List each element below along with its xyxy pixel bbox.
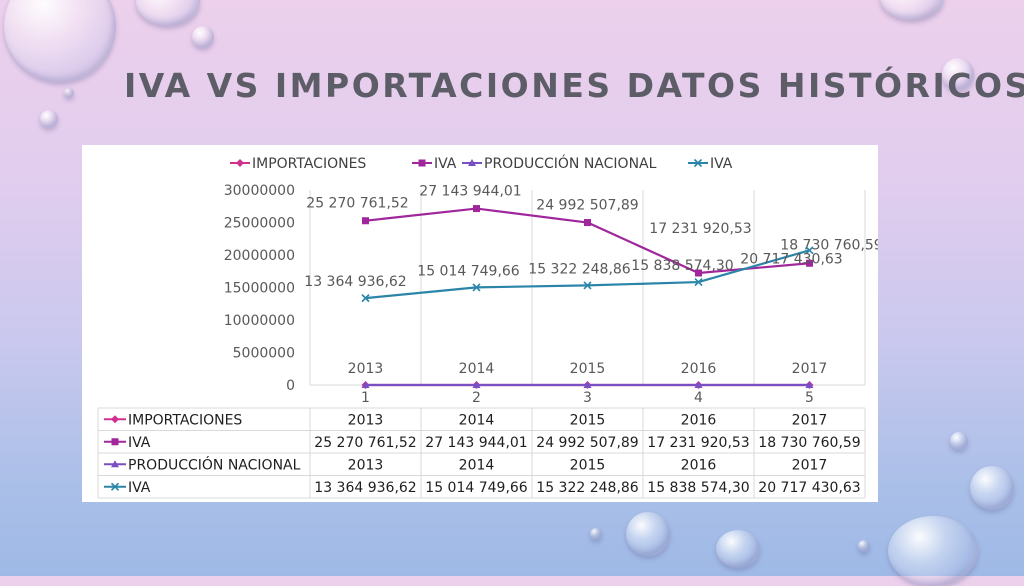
table-cell: 2015 <box>570 412 606 428</box>
table-cell: 2016 <box>681 412 717 428</box>
data-label: 2015 <box>570 361 606 377</box>
data-label: 2014 <box>459 361 495 377</box>
data-point <box>473 205 480 212</box>
table-row-label: IMPORTACIONES <box>128 412 242 428</box>
data-label: 20 717 430,63 <box>740 251 842 267</box>
table-cell: 20 717 430,63 <box>758 480 860 496</box>
table-row-label: IVA <box>128 435 151 451</box>
x-tick-label: 1 <box>361 390 370 406</box>
water-drop-decoration <box>880 0 944 20</box>
table-cell: 15 014 749,66 <box>425 480 528 496</box>
table-cell: 2013 <box>348 457 384 473</box>
data-label: 15 838 574,30 <box>631 258 733 274</box>
table-cell: 2017 <box>792 412 828 428</box>
table-cell: 15 838 574,30 <box>647 480 749 496</box>
data-label: 2016 <box>681 361 717 377</box>
x-tick-label: 4 <box>694 390 703 406</box>
y-tick-label: 10000000 <box>224 313 295 329</box>
table-cell: 25 270 761,52 <box>314 435 416 451</box>
water-drop-decoration <box>136 0 200 26</box>
table-row-label: IVA <box>128 480 151 496</box>
data-point <box>584 219 591 226</box>
y-tick-label: 0 <box>286 378 295 394</box>
y-tick-label: 30000000 <box>224 183 295 199</box>
table-cell: 2015 <box>570 457 606 473</box>
water-drop-decoration <box>970 466 1014 510</box>
water-drop-decoration <box>590 528 602 540</box>
data-point <box>362 217 369 224</box>
water-drop-decoration <box>716 530 760 568</box>
legend-marker <box>236 159 244 167</box>
data-label: 17 231 920,53 <box>649 221 751 237</box>
data-label: 25 270 761,52 <box>306 196 408 212</box>
y-tick-label: 15000000 <box>224 281 295 297</box>
y-tick-label: 5000000 <box>233 346 295 362</box>
x-tick-label: 5 <box>805 390 814 406</box>
table-legend-marker <box>111 415 119 423</box>
table-cell: 2014 <box>459 412 495 428</box>
data-label: 24 992 507,89 <box>536 198 638 214</box>
data-label: 15 014 749,66 <box>417 263 520 279</box>
legend-label: IVA <box>434 156 457 172</box>
data-label: 27 143 944,01 <box>419 184 521 200</box>
legend-label: PRODUCCIÓN NACIONAL <box>484 154 657 172</box>
legend-label: IMPORTACIONES <box>252 156 366 172</box>
table-cell: 17 231 920,53 <box>647 435 749 451</box>
table-cell: 2013 <box>348 412 384 428</box>
table-cell: 24 992 507,89 <box>536 435 638 451</box>
slide-title: IVA VS IMPORTACIONES DATOS HISTÓRICOS <box>124 66 1024 105</box>
x-tick-label: 3 <box>583 390 592 406</box>
table-cell: 15 322 248,86 <box>536 480 639 496</box>
table-cell: 27 143 944,01 <box>425 435 527 451</box>
x-tick-label: 2 <box>472 390 481 406</box>
table-row-label: PRODUCCIÓN NACIONAL <box>128 455 301 473</box>
y-tick-label: 25000000 <box>224 216 295 232</box>
data-label: 13 364 936,62 <box>304 274 406 290</box>
legend-label: IVA <box>710 156 733 172</box>
y-tick-label: 20000000 <box>224 248 295 264</box>
data-label: 15 322 248,86 <box>528 261 631 277</box>
table-cell: 18 730 760,59 <box>758 435 860 451</box>
data-label: 2013 <box>348 361 384 377</box>
water-drop-decoration <box>192 26 214 48</box>
table-cell: 2017 <box>792 457 828 473</box>
table-cell: 13 364 936,62 <box>314 480 416 496</box>
water-drop-decoration <box>858 540 870 552</box>
water-drop-decoration <box>4 0 116 82</box>
table-cell: 2014 <box>459 457 495 473</box>
water-drop-decoration <box>64 88 74 98</box>
legend-marker <box>419 160 426 167</box>
water-drop-decoration <box>626 512 670 556</box>
data-label: 2017 <box>792 361 828 377</box>
water-drop-decoration <box>950 432 968 450</box>
water-drop-decoration <box>40 110 58 128</box>
table-legend-marker <box>112 438 119 445</box>
table-cell: 2016 <box>681 457 717 473</box>
